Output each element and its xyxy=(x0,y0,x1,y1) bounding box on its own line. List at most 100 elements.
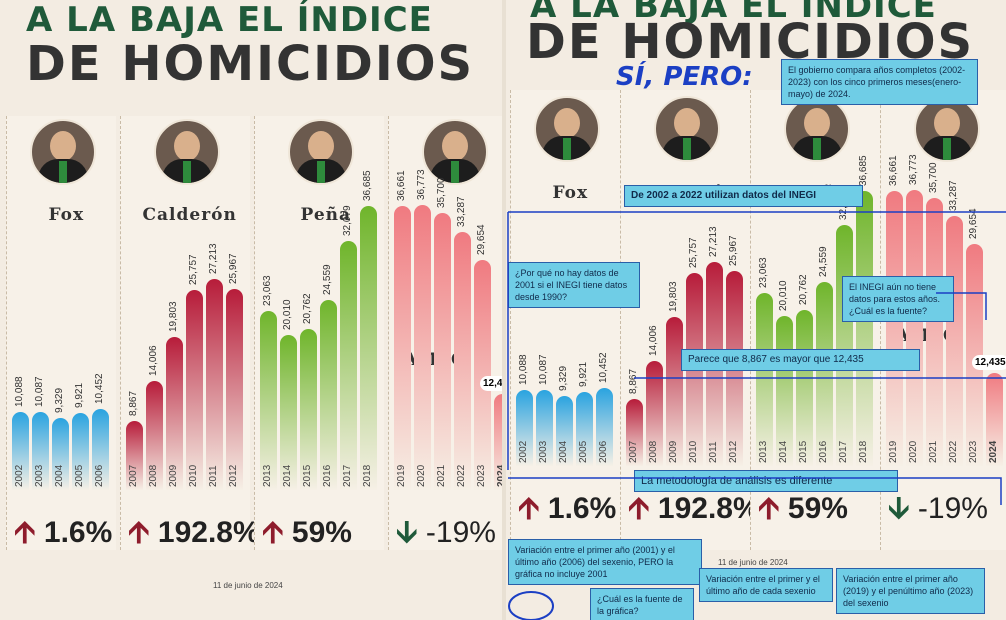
year-label: 2022 xyxy=(947,440,959,463)
year-label: 2017 xyxy=(837,440,849,463)
bar-2017 xyxy=(340,241,357,490)
value-label: 25,757 xyxy=(187,254,199,286)
change-percent: 🡫 -19% xyxy=(396,516,496,549)
year-label: 2007 xyxy=(127,464,139,487)
year-label: 2023 xyxy=(967,440,979,463)
president-avatar xyxy=(153,119,220,185)
year-label: 2021 xyxy=(435,464,447,487)
annotated-infographic: A LA BAJA EL ÍNDICE DE HOMICIDIOS Fox 10,… xyxy=(506,0,1006,620)
year-label: 2004 xyxy=(557,440,569,463)
value-label: 36,685 xyxy=(361,170,373,201)
note-variation-fox: Variación entre el primer año (2001) y e… xyxy=(508,539,702,585)
value-label: 25,967 xyxy=(227,253,239,284)
value-label: 36,685 xyxy=(857,155,869,186)
bar-2011 xyxy=(206,279,223,490)
value-label: 23,063 xyxy=(757,257,769,289)
value-label: 19,803 xyxy=(167,300,179,332)
bar-2009 xyxy=(166,336,183,490)
president-avatar xyxy=(29,119,96,185)
bar-2021 xyxy=(434,213,451,490)
divider xyxy=(502,0,506,620)
value-label: 24,559 xyxy=(321,264,333,295)
change-percent: 🡩 192.8% xyxy=(128,516,260,549)
bar-2018 xyxy=(360,205,377,490)
year-label: 2013 xyxy=(261,464,273,487)
bar-2005 xyxy=(72,413,89,490)
president-avatar xyxy=(913,96,980,162)
president-avatar xyxy=(533,96,600,162)
year-label: 2016 xyxy=(817,440,829,463)
value-label: 8,867 xyxy=(127,391,139,417)
year-label: 2016 xyxy=(321,464,333,487)
value-label: 20,762 xyxy=(797,274,809,306)
president-avatar xyxy=(783,96,850,162)
bar-2024 xyxy=(494,393,502,490)
year-label: 2011 xyxy=(707,441,719,463)
president-avatar xyxy=(421,119,488,185)
note-methodology: La metodología de análisis es diferente xyxy=(634,470,898,492)
bar-2008 xyxy=(146,381,163,490)
date: 11 de junio de 2024 xyxy=(718,558,788,567)
note-complete-years: El gobierno compara años completos (2002… xyxy=(781,59,978,105)
value-label: 29,654 xyxy=(475,224,487,256)
year-label: 2006 xyxy=(93,464,105,487)
date: 11 de junio de 2024 xyxy=(213,581,283,590)
year-label: 2003 xyxy=(33,464,45,487)
year-label: 2019 xyxy=(395,464,407,487)
note-variation-each: Variación entre el primer y el último añ… xyxy=(699,568,833,602)
year-label: 2002 xyxy=(13,464,25,487)
value-label: 20,762 xyxy=(301,293,313,325)
year-label: 2014 xyxy=(281,464,293,487)
year-label: 2020 xyxy=(415,464,427,487)
change-percent: 🡩 1.6% xyxy=(518,492,617,525)
value-label: 9,921 xyxy=(73,383,85,409)
year-label: 2022 xyxy=(455,464,467,487)
value-label: 35,700 xyxy=(435,177,447,209)
bar-2020 xyxy=(414,205,431,490)
year-label: 2015 xyxy=(797,440,809,463)
value-label: 25,757 xyxy=(687,237,699,268)
note-8867-vs-12435: Parece que 8,867 es mayor que 12,435 xyxy=(681,349,920,371)
year-label: 2024 xyxy=(987,440,999,463)
badge-2024: 12,435 xyxy=(480,375,502,391)
bar-2015 xyxy=(300,329,317,490)
bar-2007 xyxy=(126,421,143,490)
year-label: 2018 xyxy=(361,464,373,487)
bar-2010 xyxy=(186,290,203,490)
year-label: 2014 xyxy=(777,440,789,463)
year-label: 2009 xyxy=(167,464,179,487)
change-percent: 🡫 -19% xyxy=(888,492,988,525)
bar-2016 xyxy=(816,281,833,466)
value-label: 36,773 xyxy=(415,169,427,200)
president-name: Calderón xyxy=(142,205,237,225)
change-percent: 🡩 1.6% xyxy=(14,516,113,549)
bar-2002 xyxy=(12,411,29,490)
year-label: 2008 xyxy=(147,464,159,487)
year-label: 2013 xyxy=(757,440,769,463)
value-label: 19,803 xyxy=(667,281,679,313)
value-label: 14,006 xyxy=(647,325,659,356)
year-label: 2002 xyxy=(517,440,529,463)
change-percent: 🡩 192.8% xyxy=(628,492,760,525)
bar-2017 xyxy=(836,225,853,466)
note-variation-amlo: Variación entre el primer año (2019) y e… xyxy=(836,568,985,614)
year-label: 2017 xyxy=(341,464,353,487)
president-name: Fox xyxy=(552,183,589,203)
president-avatar xyxy=(653,96,720,162)
year-label: 2023 xyxy=(475,464,487,487)
bar-2020 xyxy=(906,190,923,466)
value-label: 29,654 xyxy=(967,208,979,239)
year-label: 2012 xyxy=(727,440,739,463)
year-label: 2007 xyxy=(627,440,639,463)
badge-2024: 12,435 xyxy=(972,354,1006,370)
title-line2: DE HOMICIDIOS xyxy=(26,36,475,92)
value-label: 10,088 xyxy=(517,354,529,386)
value-label: 10,452 xyxy=(93,373,105,404)
original-infographic: A LA BAJA EL ÍNDICE DE HOMICIDIOS Fox 10,… xyxy=(0,0,502,620)
value-label: 27,213 xyxy=(207,243,219,275)
value-label: 10,087 xyxy=(33,376,45,407)
value-label: 10,452 xyxy=(597,352,609,383)
president-avatar xyxy=(287,119,354,185)
value-label: 20,010 xyxy=(281,299,293,330)
value-label: 9,329 xyxy=(53,387,65,413)
